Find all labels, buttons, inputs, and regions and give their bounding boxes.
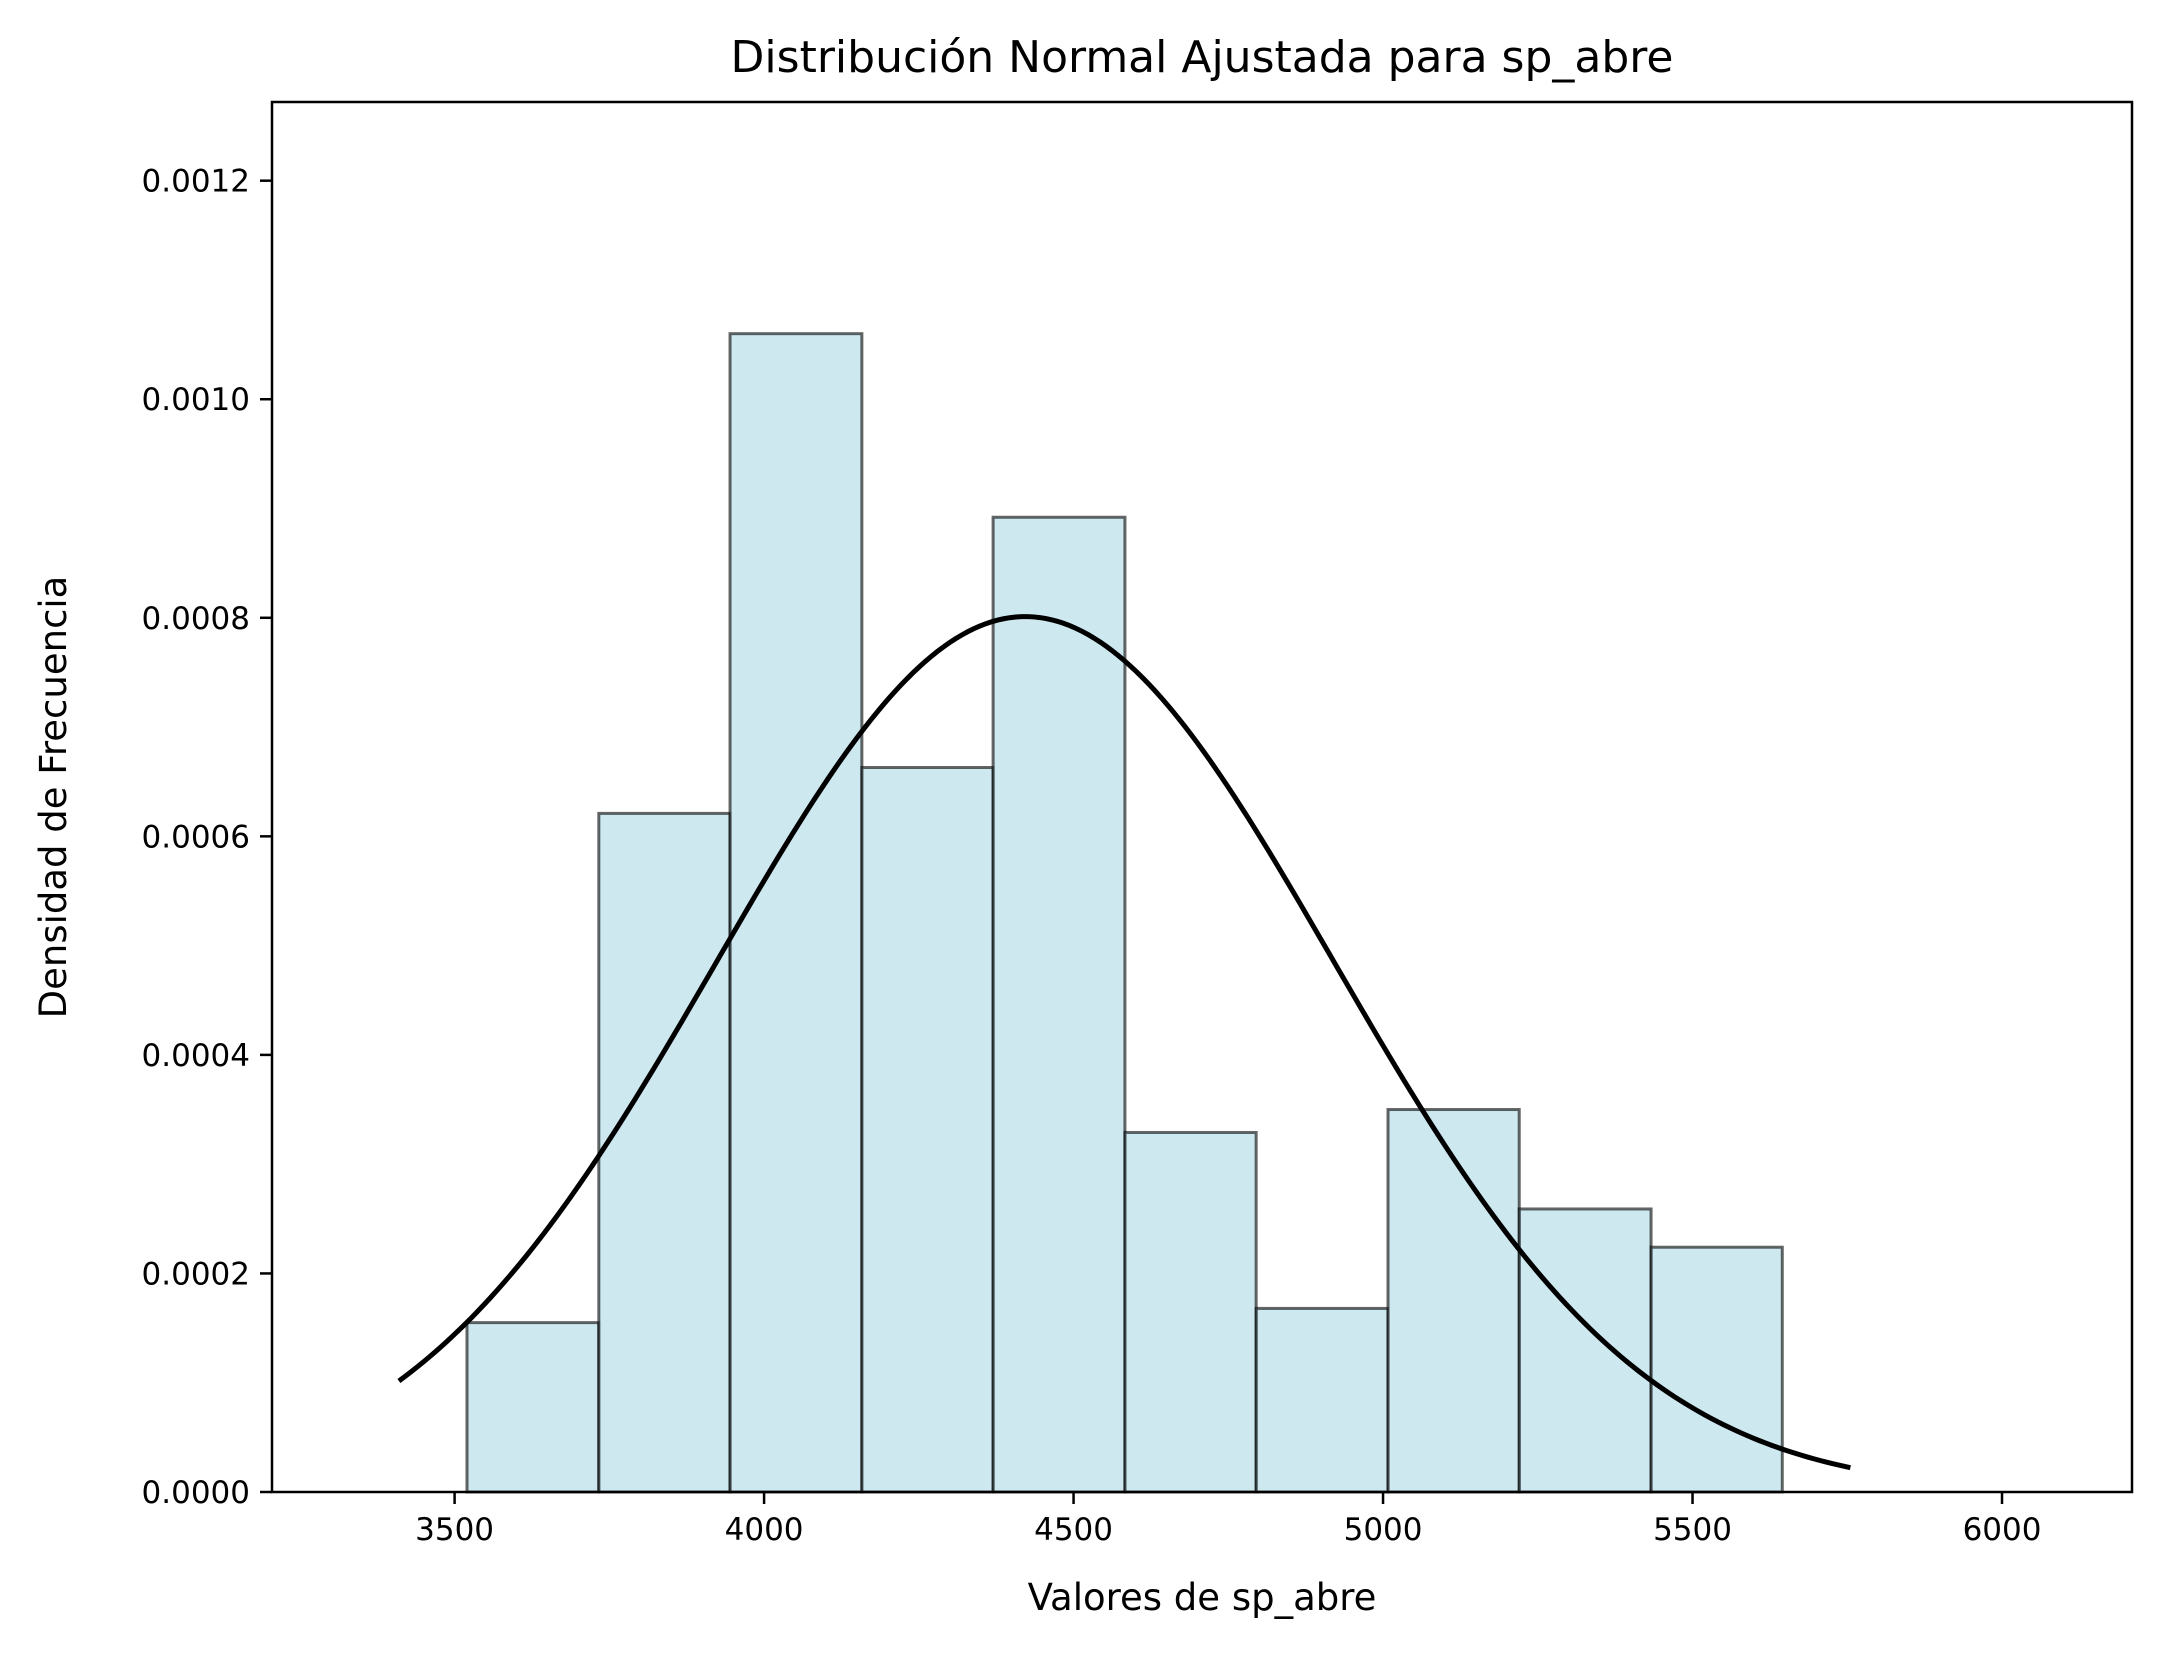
x-tick-label: 6000 bbox=[1963, 1512, 2042, 1548]
y-tick-label: 0.0010 bbox=[142, 382, 250, 418]
histogram-bar-5 bbox=[1123, 1130, 1258, 1494]
histogram-bar-1 bbox=[597, 811, 732, 1494]
histogram-bar-9 bbox=[1649, 1245, 1784, 1494]
histogram-bar-0 bbox=[465, 1321, 601, 1494]
x-tick-label: 3500 bbox=[415, 1512, 494, 1548]
y-tick-label: 0.0008 bbox=[142, 601, 250, 637]
x-tick-label: 4500 bbox=[1034, 1512, 1113, 1548]
histogram-bar-7 bbox=[1386, 1108, 1521, 1494]
normal-fit-curve bbox=[397, 614, 1851, 1471]
y-axis-label: Densidad de Frecuencia bbox=[32, 576, 75, 1019]
histogram-bar-8 bbox=[1517, 1207, 1653, 1494]
histogram-bar-2 bbox=[728, 332, 864, 1494]
y-axis-ticks: 0.0000 0.0002 0.0004 0.0006 0.0008 0.0010 0.00… bbox=[142, 164, 272, 1511]
y-tick-label: 0.0000 bbox=[142, 1475, 250, 1511]
x-tick-label: 5500 bbox=[1653, 1512, 1732, 1548]
x-axis-label: Valores de sp_abre bbox=[1028, 1576, 1377, 1619]
plot-frame bbox=[270, 100, 2134, 1494]
histogram-bar-3 bbox=[860, 765, 995, 1494]
y-tick-label: 0.0006 bbox=[142, 819, 250, 855]
y-tick-label: 0.0002 bbox=[142, 1256, 250, 1292]
histogram-bars bbox=[465, 332, 1784, 1494]
y-tick-label: 0.0004 bbox=[142, 1038, 250, 1074]
x-tick-label: 4000 bbox=[725, 1512, 804, 1548]
y-tick-label: 0.0012 bbox=[142, 164, 250, 200]
chart-title: Distribución Normal Ajustada para sp_abr… bbox=[731, 32, 1674, 83]
histogram-bar-4 bbox=[991, 515, 1127, 1494]
x-axis-ticks: 3500 4000 4500 5000 5500 6000 bbox=[415, 1492, 2041, 1548]
histogram-bar-6 bbox=[1254, 1306, 1390, 1494]
x-tick-label: 5000 bbox=[1344, 1512, 1423, 1548]
